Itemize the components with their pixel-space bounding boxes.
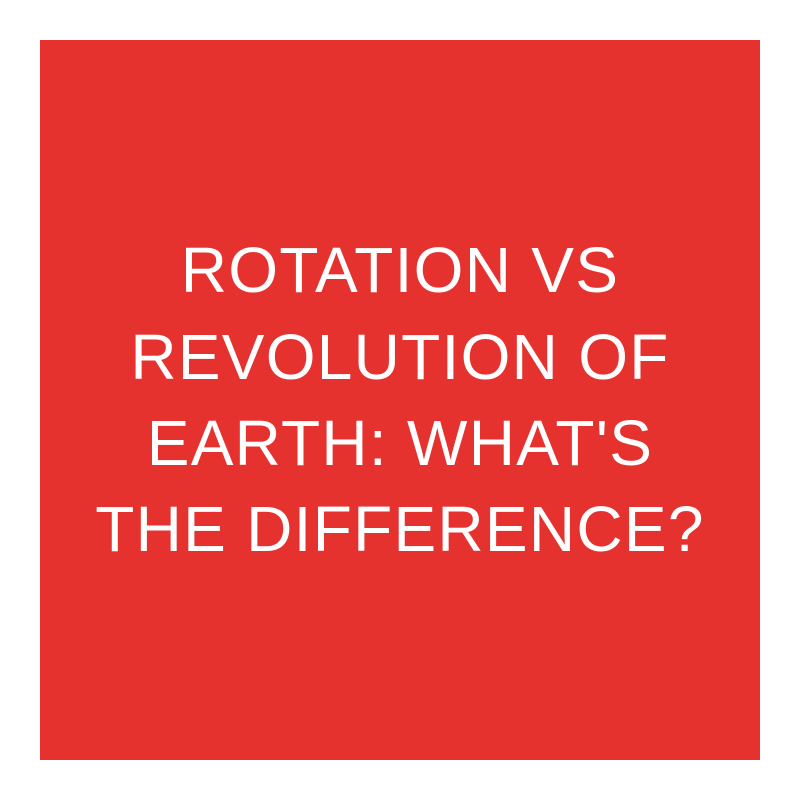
page-title: ROTATION VS REVOLUTION OF EARTH: WHAT'S … bbox=[80, 227, 720, 573]
title-card: ROTATION VS REVOLUTION OF EARTH: WHAT'S … bbox=[40, 40, 760, 760]
